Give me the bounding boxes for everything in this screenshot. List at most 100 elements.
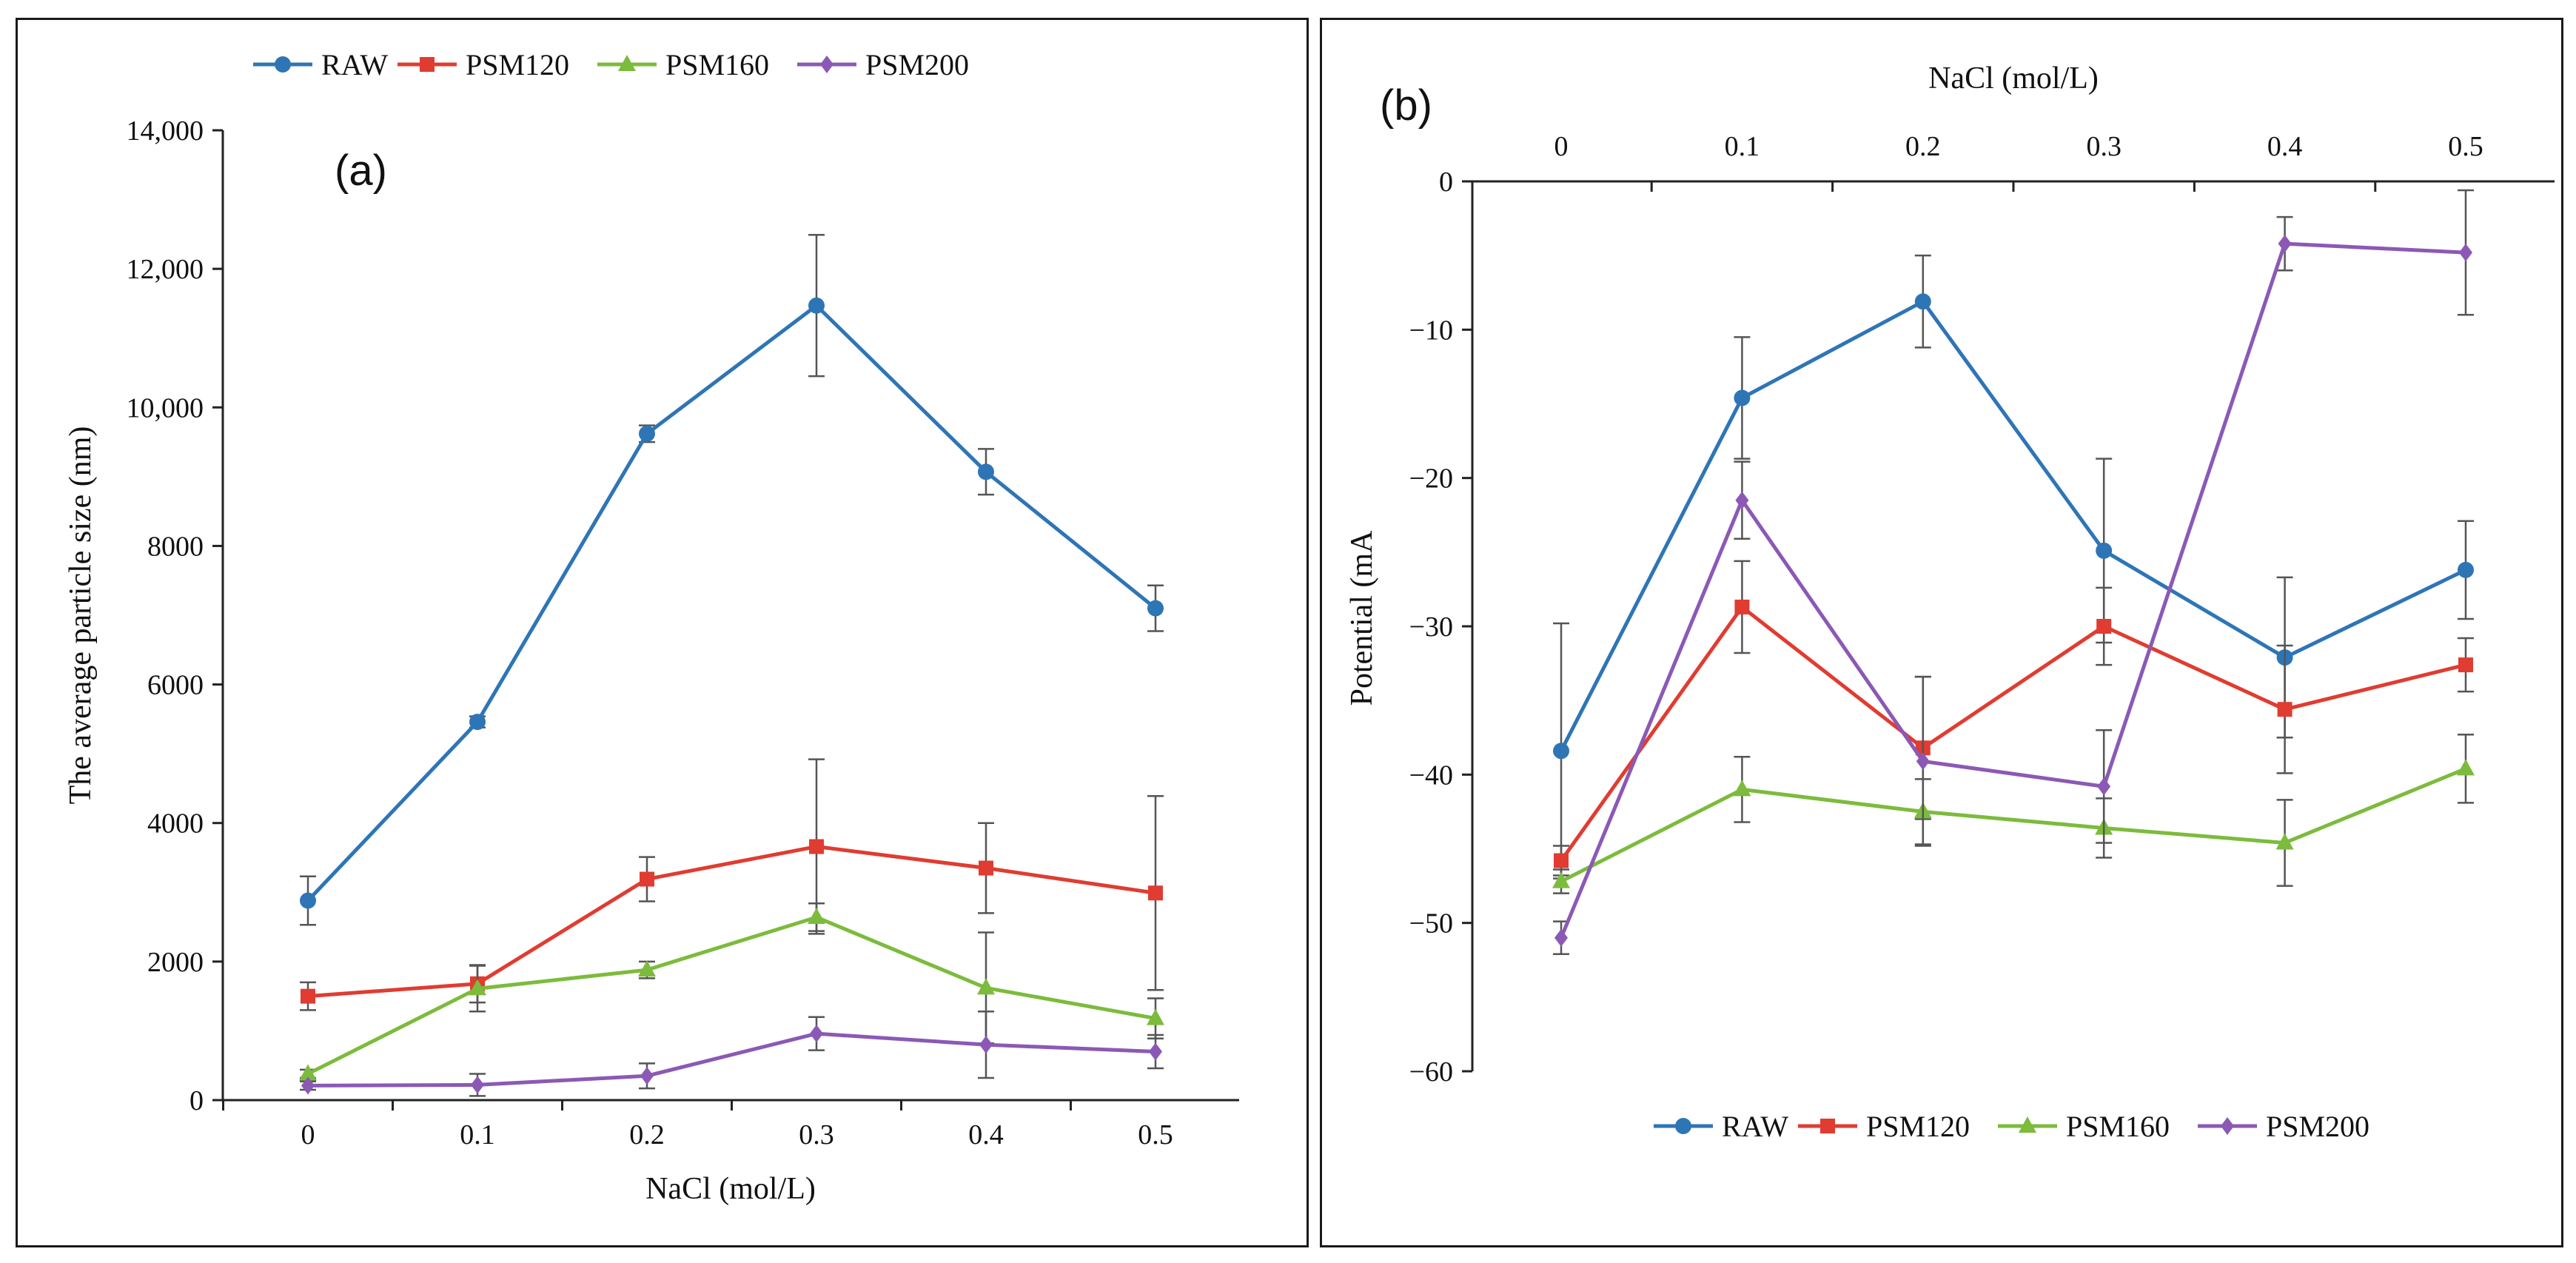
data-point <box>1553 743 1569 760</box>
data-point <box>809 839 824 854</box>
data-point <box>2459 244 2472 262</box>
data-point <box>1734 599 1750 614</box>
data-point <box>301 1076 315 1095</box>
legend-marker <box>618 55 636 71</box>
y-tick-label: −40 <box>1409 760 1453 791</box>
legend-label: PSM160 <box>2066 1110 2170 1143</box>
y-axis-title: The average particle size (nm) <box>64 426 98 805</box>
chart-panel-a: 0 2000 4000 6000 8000 10,000 12,000 14,000 0 0.1 0… <box>16 18 1309 1247</box>
data-point <box>810 1025 823 1043</box>
legend-label: PSM200 <box>865 48 969 81</box>
legend-label: PSM160 <box>665 48 769 81</box>
x-tick-label: 0.1 <box>1725 131 1760 162</box>
chart-panel-b: 0 −10 −20 −30 −40 −50 −60 0 0.1 0.2 0.3 0.4 0.5 NaCl … <box>1320 18 2563 1247</box>
y-tick-label: 8000 <box>147 531 204 562</box>
legend-item-psm120: PSM120 <box>398 48 569 81</box>
data-point <box>1735 491 1749 509</box>
y-tick-label: 4000 <box>147 808 204 840</box>
y-tick-label: −10 <box>1409 315 1453 346</box>
series-line <box>1559 605 2466 862</box>
data-point <box>471 1076 484 1094</box>
data-point <box>1914 293 1931 310</box>
data-point <box>640 1067 654 1085</box>
y-tick-label: 0 <box>189 1085 204 1116</box>
data-point <box>1734 389 1751 406</box>
legend-marker <box>1675 1118 1691 1134</box>
series-raw <box>300 234 1164 926</box>
series-psm200 <box>1553 189 2474 955</box>
data-point <box>301 988 315 1004</box>
data-point <box>1554 853 1569 868</box>
x-tick-label: 0.5 <box>2448 131 2483 162</box>
series-line <box>1560 767 2466 883</box>
data-point <box>2458 561 2474 578</box>
x-tick-label: 0.4 <box>968 1119 1004 1150</box>
data-point <box>2457 759 2475 776</box>
legend-marker <box>2221 1117 2234 1135</box>
panel-label: (b) <box>1380 81 1432 130</box>
y-tick-label: −50 <box>1409 908 1453 939</box>
legend-item-psm160: PSM160 <box>597 48 769 81</box>
panel-label: (a) <box>335 147 387 195</box>
legend-label: PSM120 <box>1866 1110 1970 1143</box>
data-point <box>2275 833 2294 850</box>
data-point <box>1554 928 1568 947</box>
legend-item-psm120: PSM120 <box>1798 1110 1970 1143</box>
series-psm160 <box>1552 733 2475 894</box>
data-point <box>979 1036 993 1054</box>
y-tick-label: −20 <box>1409 463 1453 495</box>
data-point <box>2096 542 2113 559</box>
y-tick-label: −60 <box>1409 1056 1453 1088</box>
data-point <box>2458 657 2473 673</box>
series-psm120 <box>1553 560 2474 877</box>
y-tick-label: 6000 <box>147 670 204 701</box>
x-tick-label: 0.3 <box>799 1119 834 1150</box>
data-point <box>978 463 994 480</box>
data-point <box>1733 780 1751 797</box>
series-psm200 <box>300 1010 1164 1097</box>
series-line <box>1559 299 2467 752</box>
y-axis-title: Potential (mA <box>1345 530 1379 706</box>
data-point <box>808 907 825 924</box>
data-point <box>808 297 825 314</box>
x-tick-label: 0.4 <box>2267 131 2303 162</box>
data-point <box>1552 871 1570 888</box>
data-point <box>2278 235 2292 253</box>
x-axis-title: NaCl (mol/L) <box>1928 61 2099 96</box>
y-tick-label: 12,000 <box>127 254 204 285</box>
legend-marker <box>1820 1119 1835 1133</box>
legend-marker <box>820 56 833 73</box>
legend-item-psm160: PSM160 <box>1998 1110 2170 1143</box>
y-tick-label: 2000 <box>147 947 204 978</box>
legend: RAW PSM120 PSM160 PSM200 <box>1654 1110 2369 1143</box>
x-tick-label: 0.1 <box>460 1119 495 1150</box>
data-point <box>1147 600 1164 617</box>
series-line <box>306 304 1157 902</box>
x-tick-label: 0.2 <box>1905 131 1941 162</box>
series-psm120 <box>300 758 1164 1011</box>
y-tick-label: 10,000 <box>127 392 204 423</box>
x-tick-label: 0.2 <box>629 1119 665 1150</box>
legend-item-psm200: PSM200 <box>797 48 969 81</box>
data-point <box>977 978 995 995</box>
legend-marker <box>2019 1116 2036 1133</box>
series-line <box>307 845 1156 999</box>
x-tick-label: 0 <box>301 1119 315 1150</box>
data-point <box>1148 885 1163 901</box>
legend-marker <box>275 56 291 73</box>
data-point <box>299 1064 317 1081</box>
legend-label: RAW <box>321 48 388 81</box>
series-line <box>306 915 1156 1076</box>
legend-label: PSM120 <box>466 48 569 81</box>
data-point <box>639 425 655 442</box>
data-point <box>2097 777 2111 796</box>
data-point <box>2096 619 2112 634</box>
legend-item-raw: RAW <box>253 48 388 81</box>
data-point <box>469 714 486 731</box>
y-tick-label: −30 <box>1409 612 1453 643</box>
data-point <box>469 979 486 996</box>
chart-a-svg: 0 2000 4000 6000 8000 10,000 12,000 14,000 0 0.1 0… <box>64 48 1239 1206</box>
x-tick-label: 0.3 <box>2086 131 2121 162</box>
legend-item-raw: RAW <box>1654 1110 1788 1143</box>
data-point <box>1916 752 1930 771</box>
